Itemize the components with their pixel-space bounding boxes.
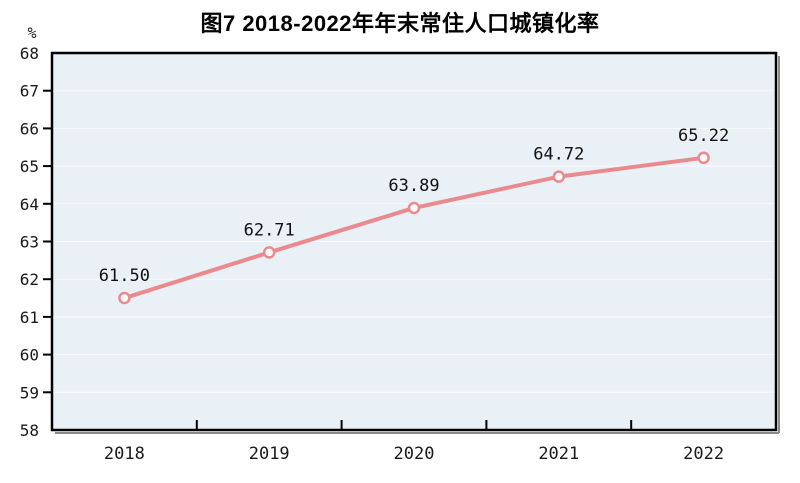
chart-title: 图7 2018-2022年年末常住人口城镇化率 xyxy=(200,11,600,36)
y-tick-label: 62 xyxy=(20,270,39,289)
data-point-marker xyxy=(262,246,276,259)
y-tick-label: 58 xyxy=(20,421,39,440)
data-point-marker xyxy=(697,151,710,165)
x-tick-label: 2021 xyxy=(538,444,579,464)
y-tick-label: 66 xyxy=(20,119,39,138)
data-point-marker xyxy=(118,291,131,305)
data-point-marker xyxy=(552,170,566,183)
x-tick-label: 2018 xyxy=(104,444,145,464)
data-point-label: 65.22 xyxy=(678,126,729,146)
y-tick-label: 65 xyxy=(20,157,39,176)
y-tick-label: 59 xyxy=(20,383,39,402)
x-tick-label: 2020 xyxy=(394,444,435,464)
y-tick-label: 68 xyxy=(20,44,39,63)
y-tick-label: 64 xyxy=(20,195,39,214)
plot-border xyxy=(50,51,778,432)
data-point-label: 61.50 xyxy=(99,266,150,286)
data-point-label: 64.72 xyxy=(533,145,584,165)
y-axis-unit-label: % xyxy=(27,24,37,42)
data-point-marker xyxy=(407,201,421,215)
data-point-label: 62.71 xyxy=(244,220,295,240)
y-tick-label: 63 xyxy=(20,233,39,252)
y-tick-label: 61 xyxy=(20,308,39,327)
y-tick-label: 67 xyxy=(20,82,39,101)
x-tick-label: 2019 xyxy=(249,444,290,464)
y-tick-label: 60 xyxy=(20,346,39,365)
data-point-label: 63.89 xyxy=(388,176,439,196)
x-tick-label: 2022 xyxy=(683,444,724,464)
